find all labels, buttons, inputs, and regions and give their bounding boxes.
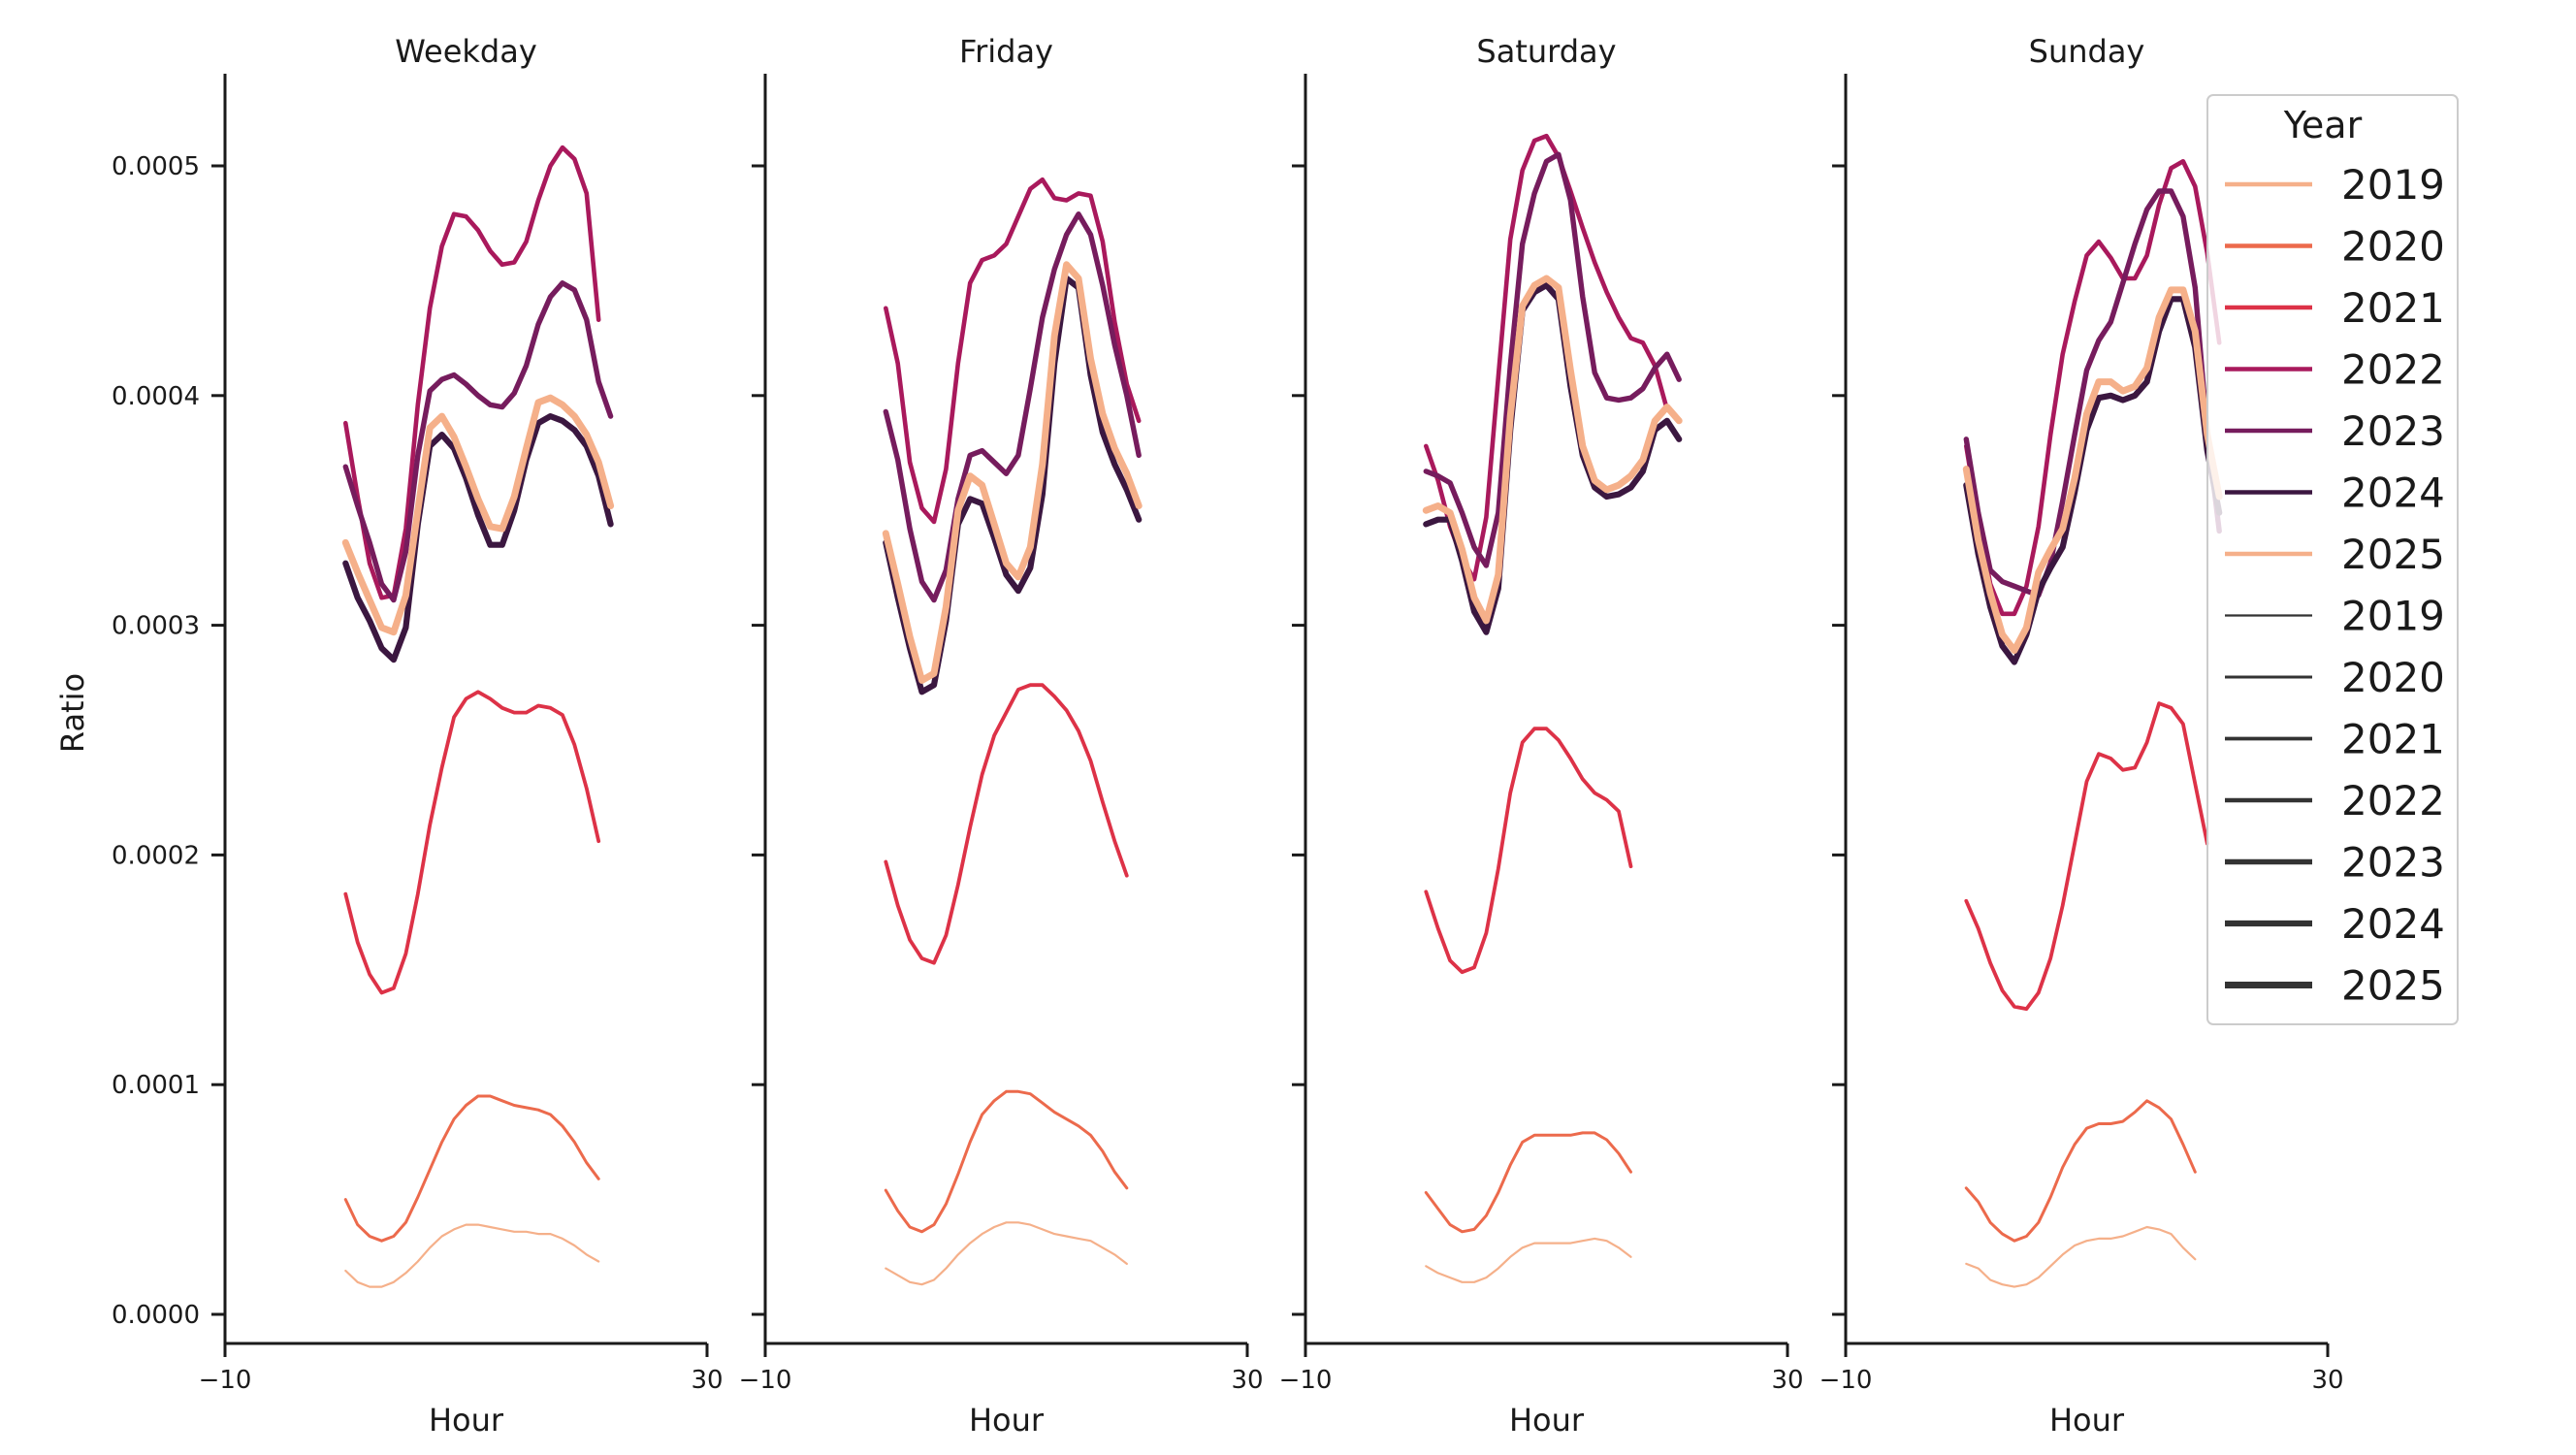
series-line-2024 <box>1963 296 2223 665</box>
panel-title: Weekday <box>395 33 537 70</box>
legend-label: 2021 <box>2341 716 2445 763</box>
series-line-2022 <box>343 145 601 600</box>
legend-entry: 2024 <box>2225 469 2445 517</box>
legend-title: Year <box>2283 104 2363 146</box>
legend-entry: 2022 <box>2225 346 2445 394</box>
series-line-2023 <box>1423 151 1682 568</box>
panel-title: Saturday <box>1476 33 1616 70</box>
legend-entry: 2021 <box>2225 284 2445 332</box>
series-line-2023 <box>883 211 1142 603</box>
y-tick-label: 0.0001 <box>112 1071 200 1100</box>
series-line-2020 <box>1424 1131 1632 1234</box>
y-axis-label: Ratio <box>54 673 91 753</box>
legend-entry: 2020 <box>2225 223 2445 271</box>
x-tick-label: −10 <box>1819 1366 1873 1395</box>
legend-frame <box>2206 94 2459 1025</box>
panel-friday: Friday −10 30 Hour <box>739 33 1264 1439</box>
legend-entry: 2025 <box>2225 962 2445 1010</box>
series-line-2023 <box>1963 188 2222 598</box>
legend-entry: 2022 <box>2225 777 2445 824</box>
legend-label: 2023 <box>2341 839 2445 887</box>
x-tick-label: 30 <box>1771 1366 1803 1395</box>
x-tick-label: −10 <box>1279 1366 1333 1395</box>
series-line-2025 <box>882 261 1143 684</box>
series-line-2020 <box>343 1094 600 1243</box>
series-line-2021 <box>884 683 1129 965</box>
series-line-2021 <box>343 690 601 995</box>
legend-entry: 2019 <box>2225 161 2445 209</box>
legend-label: 2019 <box>2341 593 2445 640</box>
x-tick-label: −10 <box>199 1366 252 1395</box>
legend-label: 2023 <box>2341 407 2445 455</box>
legend-label: 2022 <box>2341 346 2445 394</box>
legend-entry: 2023 <box>2225 407 2445 455</box>
panel-title: Friday <box>959 33 1053 70</box>
legend-label: 2020 <box>2341 223 2445 271</box>
x-axis-label: Hour <box>969 1402 1045 1439</box>
series-line-2021 <box>1424 727 1633 975</box>
legend-entry: 2024 <box>2225 900 2445 948</box>
series-line-2024 <box>883 275 1143 695</box>
legend-label: 2024 <box>2341 900 2445 948</box>
series-line-2019 <box>885 1221 1128 1286</box>
x-axis-label: Hour <box>429 1402 504 1439</box>
legend-entry: 2023 <box>2225 839 2445 887</box>
series-line-2019 <box>1965 1225 2197 1288</box>
legend-label: 2025 <box>2341 962 2445 1010</box>
legend-label: 2019 <box>2341 161 2445 209</box>
series-line-2024 <box>342 413 614 663</box>
x-tick-label: 30 <box>2311 1366 2343 1395</box>
legend-entry: 2020 <box>2225 654 2445 701</box>
y-tick-label: 0.0004 <box>112 382 200 411</box>
legend-entry: 2025 <box>2225 531 2445 578</box>
x-tick-label: 30 <box>1231 1366 1263 1395</box>
legend: Year 2019 2020 2021 2022 2023 2024 2025 2019 2020… <box>2206 94 2459 1025</box>
legend-label: 2021 <box>2341 284 2445 332</box>
series-line-2025 <box>341 394 615 636</box>
series-line-2019 <box>1425 1237 1632 1283</box>
series-line-2021 <box>1964 701 2209 1011</box>
legend-entry: 2021 <box>2225 716 2445 763</box>
series-line-2022 <box>1964 159 2222 617</box>
legend-label: 2025 <box>2341 531 2445 578</box>
panel-sunday: Sunday −10 30 Hour <box>1819 33 2344 1439</box>
panel-saturday: Saturday −10 30 Hour <box>1279 33 1804 1439</box>
y-tick-label: 0.0005 <box>112 152 200 181</box>
series-line-2019 <box>344 1223 600 1288</box>
legend-label: 2024 <box>2341 469 2445 517</box>
y-tick-label: 0.0003 <box>112 612 200 641</box>
series-line-2020 <box>1964 1099 2197 1243</box>
series-line-2025 <box>1422 275 1683 625</box>
panel-title: Sunday <box>2029 33 2145 70</box>
x-axis-label: Hour <box>2049 1402 2125 1439</box>
legend-label: 2020 <box>2341 654 2445 701</box>
panels-group: Weekday 0.0000 0.0001 0.0002 0.0003 0.0004 0.0… <box>112 33 2344 1439</box>
panel-weekday: Weekday 0.0000 0.0001 0.0002 0.0003 0.0004 0.0… <box>112 33 724 1439</box>
y-tick-label: 0.0000 <box>112 1301 200 1330</box>
x-axis-label: Hour <box>1509 1402 1585 1439</box>
series-line-2020 <box>884 1089 1129 1234</box>
legend-label: 2022 <box>2341 777 2445 824</box>
series-line-2022 <box>884 177 1142 525</box>
series-line-2023 <box>342 280 614 603</box>
legend-entry: 2019 <box>2225 593 2445 640</box>
x-tick-label: −10 <box>739 1366 792 1395</box>
series-line-2025 <box>1962 286 2223 655</box>
x-tick-label: 30 <box>691 1366 723 1395</box>
y-tick-label: 0.0002 <box>112 841 200 870</box>
